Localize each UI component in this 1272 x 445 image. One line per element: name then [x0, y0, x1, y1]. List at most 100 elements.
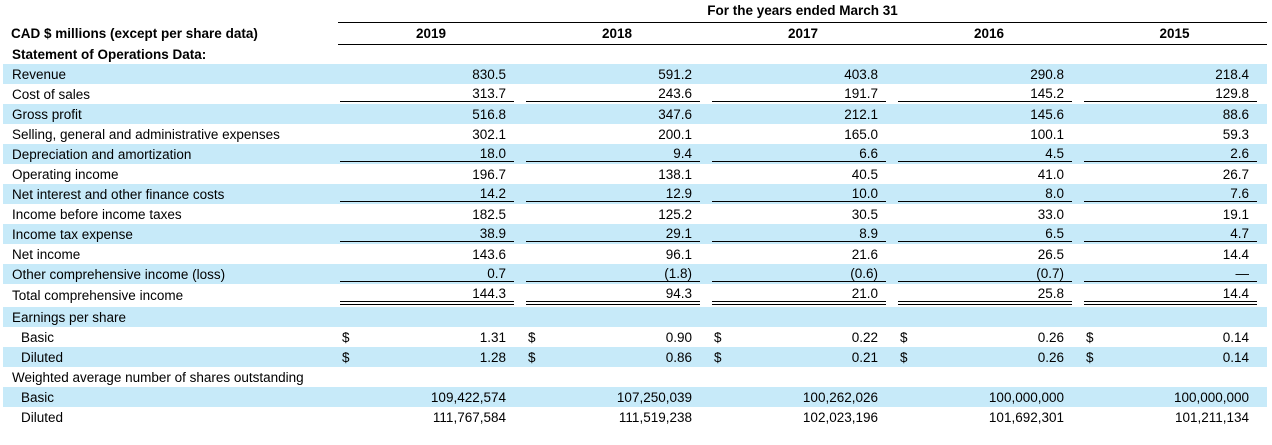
cell-value: 19.1	[1222, 206, 1250, 222]
cell-value: 107,250,039	[616, 389, 692, 405]
cell-value: 243.6	[658, 86, 692, 101]
cell-2015: $0.14	[1082, 327, 1267, 347]
cell-2018	[524, 44, 710, 64]
cell-2015: $0.14	[1082, 347, 1267, 367]
row-label: Statement of Operations Data:	[12, 46, 207, 62]
table-row: Cost of sales 313.7 243.6 191.7 145.2 129.8	[3, 84, 1267, 104]
cell-value: 21.0	[851, 286, 878, 301]
cell-value: 1.31	[479, 329, 506, 345]
corner-spacer	[3, 0, 338, 22]
cell-2015: 100,000,000	[1082, 387, 1267, 407]
cell-2018: 9.4	[524, 144, 710, 164]
year-header-2016: 2016	[896, 22, 1082, 45]
cell-value: 100,000,000	[1173, 389, 1250, 405]
cell-2015: 2.6	[1082, 144, 1267, 164]
year-header-2019: 2019	[338, 22, 524, 45]
cell-value: 21.6	[851, 246, 878, 262]
table-row: Weighted average number of shares outsta…	[3, 367, 1267, 387]
row-label: Diluted	[21, 409, 64, 425]
cell-2017: $0.21	[710, 347, 896, 367]
cell-value: 302.1	[472, 126, 506, 142]
cell-value: 1.28	[479, 349, 506, 365]
cell-2016: (0.7)	[896, 264, 1082, 284]
cell-value: 129.8	[1215, 86, 1250, 101]
year-header-2017: 2017	[710, 22, 896, 45]
cell-2015: 218.4	[1082, 64, 1267, 84]
row-label: Basic	[21, 389, 55, 405]
cell-2015: 88.6	[1082, 104, 1267, 124]
cell-2018: 94.3	[524, 284, 710, 307]
cell-value: 144.3	[472, 286, 506, 301]
cell-value: 290.8	[1030, 66, 1064, 82]
cell-2019: 196.7	[338, 164, 524, 184]
cell-value: (0.7)	[1036, 266, 1064, 281]
cell-2017: 102,023,196	[710, 407, 896, 427]
currency-symbol: $	[900, 329, 908, 345]
cell-value: 212.1	[844, 106, 878, 122]
cell-value: 102,023,196	[802, 409, 878, 425]
table-body: Statement of Operations Data: Revenue 830.…	[3, 44, 1268, 427]
cell-value: 94.3	[665, 286, 692, 301]
cell-value: 14.4	[1222, 286, 1250, 301]
table-row: Total comprehensive income 144.3 94.3 21.0 2…	[3, 284, 1267, 307]
cell-2016: 41.0	[896, 164, 1082, 184]
cell-value: 111,767,584	[432, 409, 506, 425]
cell-2019: $1.31	[338, 327, 524, 347]
table-row: Net income 143.6 96.1 21.6 26.5 14.4	[3, 244, 1267, 264]
cell-2019: 516.8	[338, 104, 524, 124]
cell-2019: 830.5	[338, 64, 524, 84]
cell-value: 33.0	[1037, 206, 1064, 222]
cell-2016: 4.5	[896, 144, 1082, 164]
cell-value: 40.5	[851, 166, 878, 182]
cell-value: 347.6	[658, 106, 692, 122]
cell-2018: (1.8)	[524, 264, 710, 284]
currency-symbol: $	[714, 349, 722, 365]
cell-2018: 29.1	[524, 224, 710, 244]
row-label: Net income	[12, 246, 81, 262]
cell-value: 9.4	[673, 146, 692, 161]
cell-2017: 8.9	[710, 224, 896, 244]
cell-2017	[710, 367, 896, 387]
cell-value: 191.7	[844, 86, 878, 101]
cell-value: 14.2	[479, 186, 506, 201]
year-header-2015: 2015	[1082, 22, 1268, 45]
cell-2017: 10.0	[710, 184, 896, 204]
cell-2017	[710, 307, 896, 327]
row-label: Cost of sales	[12, 86, 91, 102]
cell-value: 0.90	[665, 329, 692, 345]
cell-2019: 182.5	[338, 204, 524, 224]
cell-value: 8.0	[1045, 186, 1064, 201]
row-label: Earnings per share	[12, 309, 127, 325]
cell-2018: 107,250,039	[524, 387, 710, 407]
cell-value: 111,519,238	[618, 409, 692, 425]
cell-value: 516.8	[472, 106, 506, 122]
cell-value: 100,000,000	[988, 389, 1064, 405]
cell-value: 0.21	[851, 349, 878, 365]
cell-value: 182.5	[472, 206, 506, 222]
cell-value: 0.26	[1037, 329, 1064, 345]
cell-2018: 591.2	[524, 64, 710, 84]
cell-2015	[1082, 307, 1267, 327]
cell-2017: $0.22	[710, 327, 896, 347]
cell-value: 196.7	[472, 166, 506, 182]
cell-2018	[524, 307, 710, 327]
cell-2015: 4.7	[1082, 224, 1267, 244]
cell-2015	[1082, 367, 1267, 387]
cell-2015: 129.8	[1082, 84, 1267, 104]
cell-value: 145.6	[1030, 106, 1064, 122]
cell-2016: 145.2	[896, 84, 1082, 104]
cell-value: 101,692,301	[988, 409, 1064, 425]
cell-value: 18.0	[479, 146, 506, 161]
cell-2016: $0.26	[896, 347, 1082, 367]
cell-2017: (0.6)	[710, 264, 896, 284]
cell-value: 591.2	[658, 66, 692, 82]
cell-2016: $0.26	[896, 327, 1082, 347]
cell-value: 4.5	[1045, 146, 1064, 161]
currency-symbol: $	[342, 329, 350, 345]
cell-value: 165.0	[844, 126, 878, 142]
cell-value: (0.6)	[850, 266, 878, 281]
cell-2016: 100,000,000	[896, 387, 1082, 407]
cell-value: 30.5	[851, 206, 878, 222]
cell-2019: 0.7	[338, 264, 524, 284]
financial-statement-sheet: For the years ended March 31 CAD $ milli…	[3, 0, 1268, 427]
